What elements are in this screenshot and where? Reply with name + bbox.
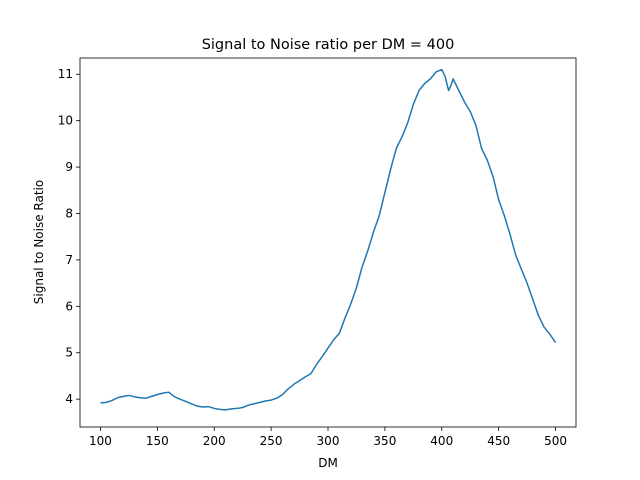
y-tick-label: 10 (58, 114, 73, 128)
y-tick-label: 6 (65, 299, 73, 313)
y-tick-label: 8 (65, 206, 73, 220)
y-tick-label: 9 (65, 160, 73, 174)
series-layer (100, 68, 557, 411)
series-line-0 (100, 68, 557, 411)
y-tick-label: 4 (65, 392, 73, 406)
chart-title: Signal to Noise ratio per DM = 400 (202, 37, 455, 53)
x-tick-label: 500 (544, 434, 567, 448)
x-tick-label: 400 (430, 434, 453, 448)
x-tick-label: 250 (260, 434, 283, 448)
y-axis-ticks: 4 5 6 7 8 9 10 11 (58, 67, 80, 406)
y-tick-label: 7 (65, 253, 73, 267)
x-tick-label: 100 (89, 434, 112, 448)
x-axis-ticks: 100 150 200 250 300 350 400 450 500 (89, 427, 567, 448)
x-tick-label: 350 (373, 434, 396, 448)
x-tick-label: 450 (487, 434, 510, 448)
y-tick-label: 11 (58, 67, 73, 81)
x-tick-label: 300 (317, 434, 340, 448)
x-axis-label: DM (318, 456, 338, 470)
plot-background (80, 58, 576, 427)
x-tick-label: 150 (146, 434, 169, 448)
y-axis-label: Signal to Noise Ratio (32, 180, 46, 304)
y-tick-label: 5 (65, 346, 73, 360)
x-tick-label: 200 (203, 434, 226, 448)
